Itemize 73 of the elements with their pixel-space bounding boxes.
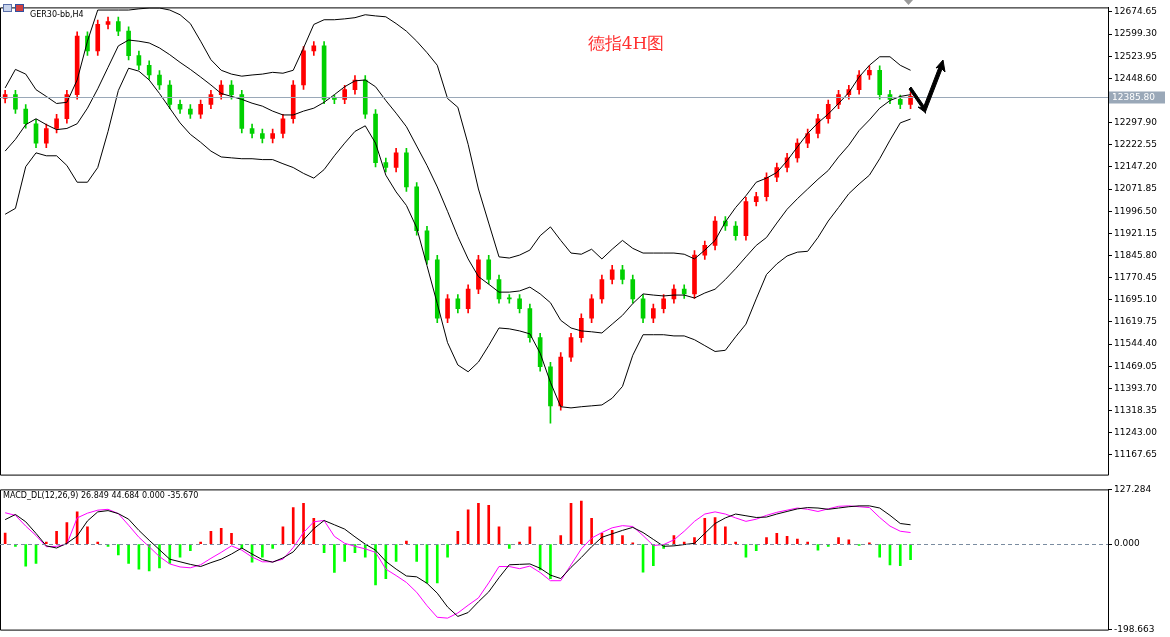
y-tick-label: 12071.85 (1114, 183, 1157, 194)
bar (44, 541, 48, 544)
y-tick-label: 12147.20 (1114, 161, 1158, 172)
bar (219, 527, 223, 544)
y-tick-label: 11921.15 (1114, 227, 1157, 238)
bar (806, 541, 809, 544)
bar (405, 540, 408, 544)
bar (754, 544, 758, 551)
bar (230, 533, 233, 544)
ref-line-label: 12385.80 (1112, 91, 1156, 102)
bar (86, 526, 89, 544)
bar (652, 544, 655, 566)
bar (837, 537, 840, 544)
y-tick-label: 11695.10 (1114, 294, 1158, 305)
bar (579, 500, 583, 544)
y-tick-label: 12448.60 (1114, 72, 1158, 83)
annotation: GER30-bb,H4 (30, 10, 84, 20)
y-tick-label: -198.663 (1114, 623, 1155, 634)
bar (898, 544, 902, 566)
y-tick-label: 11770.45 (1114, 271, 1157, 282)
bar (590, 518, 593, 544)
bar (291, 507, 295, 544)
bar (847, 539, 851, 544)
bar (549, 544, 552, 579)
bar (127, 544, 130, 564)
bar (909, 544, 912, 560)
bar (415, 544, 419, 562)
bar (775, 533, 779, 544)
y-tick-label: 11845.80 (1114, 249, 1158, 260)
bar (507, 544, 511, 549)
bar (724, 526, 727, 544)
bar (796, 538, 799, 544)
y-tick-label: 12523.95 (1114, 50, 1157, 61)
bar (487, 505, 491, 544)
bar (343, 544, 347, 562)
y-tick-label: 127.284 (1114, 483, 1152, 494)
bar (24, 544, 28, 567)
bar (518, 541, 521, 544)
bar (96, 541, 100, 544)
bar (271, 544, 274, 549)
y-tick-label: 11619.75 (1114, 316, 1157, 327)
bar (333, 544, 336, 573)
bar (734, 541, 737, 544)
bar (199, 541, 202, 544)
bar (261, 544, 264, 558)
y-tick-label: 11996.50 (1114, 205, 1158, 216)
bar (477, 502, 480, 544)
y-tick-label: 12222.55 (1114, 139, 1157, 150)
y-tick-label: 12674.65 (1114, 6, 1157, 17)
bar (446, 544, 449, 558)
chart-title: MACD_DL(12,26,9) 26.849 44.684 0.000 -35.670 (3, 491, 199, 501)
y-tick-label: 11167.65 (1114, 449, 1157, 460)
y-tick-label: 11393.70 (1114, 382, 1158, 393)
bar (55, 530, 58, 544)
bar (559, 535, 563, 544)
y-tick-label: 11318.35 (1114, 404, 1157, 415)
bar (621, 535, 624, 544)
bar (116, 544, 120, 556)
y-tick-label: 11544.40 (1114, 338, 1158, 349)
bar (765, 537, 768, 544)
y-tick-label: 12599.30 (1114, 28, 1158, 39)
bar (302, 502, 305, 544)
bar (610, 530, 614, 544)
y-tick-label: 0.000 (1114, 538, 1141, 549)
text: 德指4H图 (587, 32, 665, 53)
bar (878, 544, 882, 558)
bar (374, 544, 377, 586)
bar (682, 541, 686, 544)
bar (703, 518, 707, 544)
y-tick-label: 11469.05 (1114, 360, 1157, 371)
y-tick-label: 12297.90 (1114, 116, 1158, 127)
y-tick-label: 11243.00 (1114, 426, 1158, 437)
bar (435, 544, 439, 584)
